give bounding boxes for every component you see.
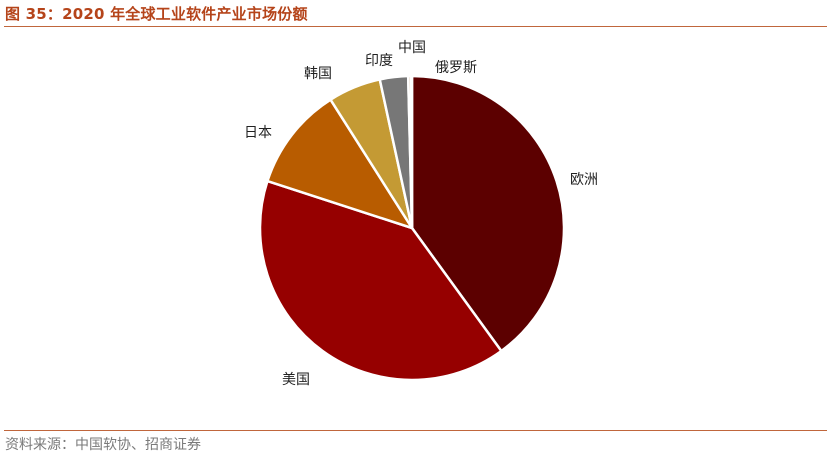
pie-slice xyxy=(258,179,503,382)
pie-slice xyxy=(410,74,566,353)
pie-slices xyxy=(258,74,566,382)
figure-title: 图 35：2020 年全球工业软件产业市场份额 xyxy=(5,5,308,23)
slice-label: 欧洲 xyxy=(570,172,598,188)
pie-slice xyxy=(266,98,414,230)
title-divider xyxy=(4,26,827,27)
slice-label: 美国 xyxy=(282,372,310,388)
pie-slice xyxy=(409,74,414,230)
slice-label: 日本 xyxy=(244,125,272,141)
slice-label: 俄罗斯 xyxy=(435,60,477,76)
source-note: 资料来源：中国软协、招商证券 xyxy=(5,437,201,453)
slice-label: 韩国 xyxy=(304,66,332,82)
slice-label: 印度 xyxy=(365,53,393,69)
source-divider xyxy=(4,430,827,431)
slice-label: 中国 xyxy=(398,40,426,56)
